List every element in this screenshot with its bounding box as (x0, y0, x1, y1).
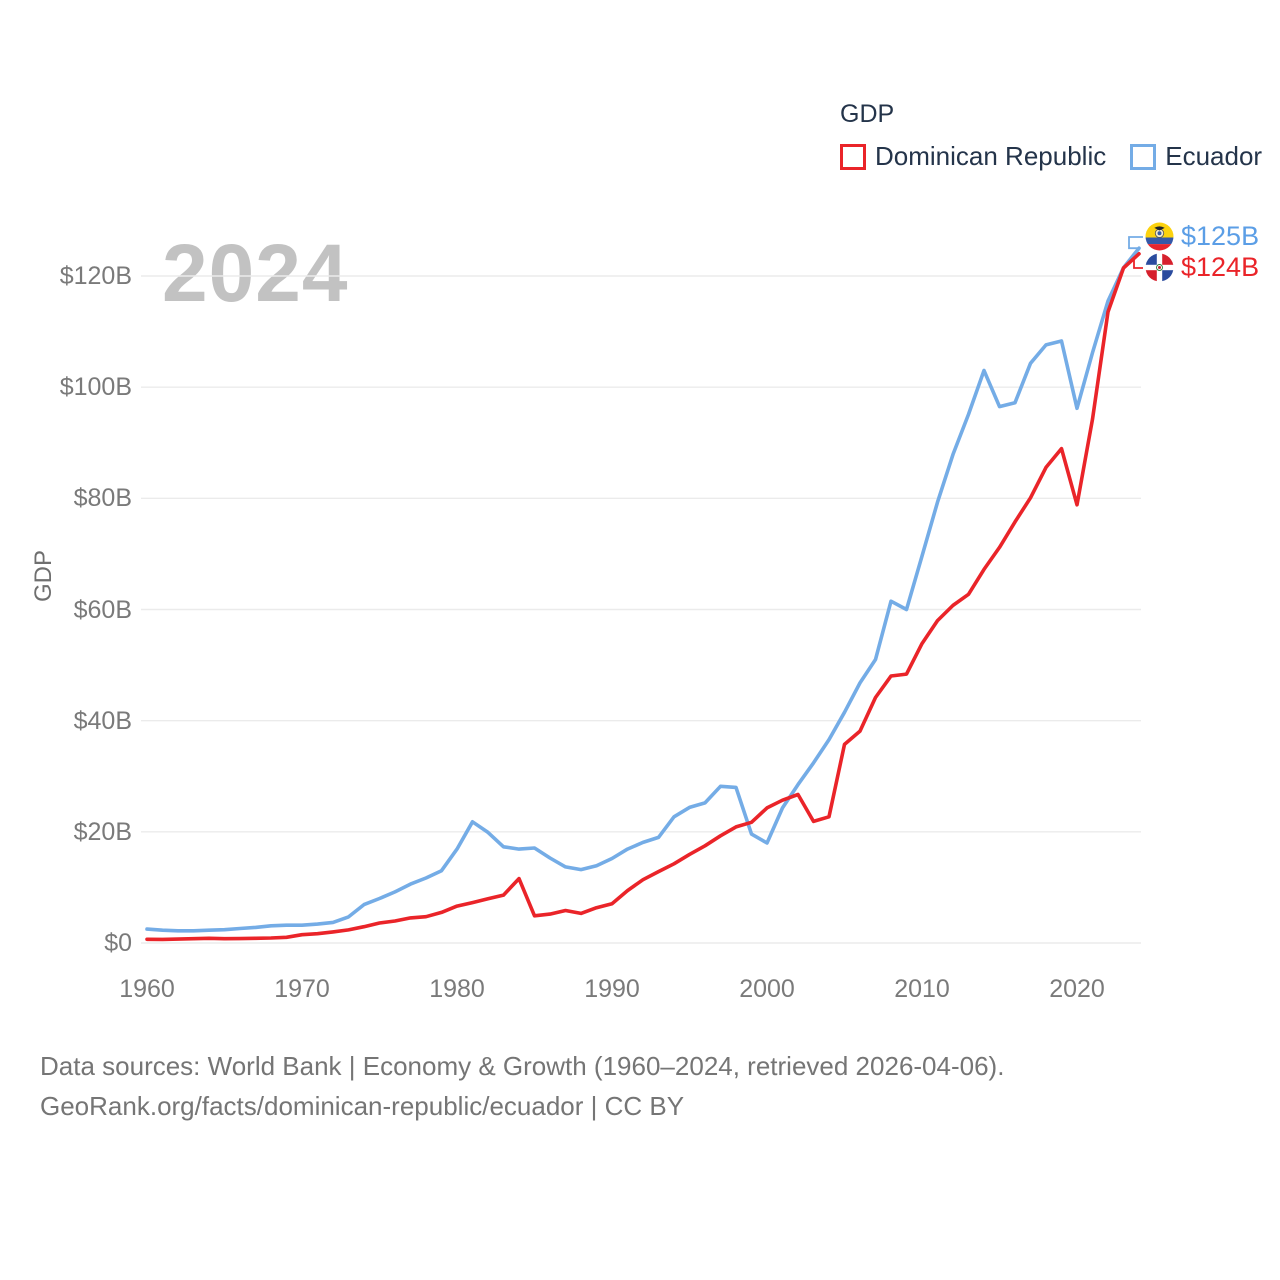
legend-label-ecuador: Ecuador (1165, 141, 1263, 171)
x-tick-label: 1970 (274, 975, 330, 1003)
legend: GDP Dominican Republic Ecuador (840, 99, 1262, 172)
legend-swatch-ecuador (1130, 143, 1157, 170)
dominican-republic-line[interactable] (145, 252, 1141, 942)
legend-swatch-dominican-republic (840, 143, 866, 170)
footer-attribution: Data sources: World Bank | Economy & Gro… (40, 1046, 1004, 1126)
footer-sources-line: Data sources: World Bank | Economy & Gro… (40, 1051, 1005, 1081)
end-value-dominican-republic: $124B (1181, 252, 1260, 282)
y-tick-label: $80B (73, 484, 132, 513)
legend-item-dominican-republic[interactable]: Dominican Republic (840, 141, 1106, 172)
end-label-dominican-republic: $124B (1145, 252, 1260, 282)
legend-item-ecuador[interactable]: Ecuador (1130, 141, 1262, 172)
legend-label-dominican-republic: Dominican Republic (875, 141, 1107, 171)
end-label-ecuador: $125B (1145, 221, 1260, 251)
ecuador-flag-icon (1145, 222, 1174, 251)
x-tick-label: 1990 (584, 975, 640, 1003)
x-tick-label: 2010 (894, 975, 950, 1003)
x-tick-label: 2000 (739, 975, 795, 1003)
x-tick-label: 2020 (1049, 975, 1105, 1003)
y-tick-label: $100B (59, 373, 132, 402)
x-tick-label: 1980 (429, 975, 485, 1003)
y-tick-label: $40B (73, 706, 132, 735)
ecuador-leader-line (1128, 236, 1143, 250)
end-value-ecuador: $125B (1181, 221, 1260, 251)
legend-title: GDP (840, 100, 895, 128)
y-tick-label: $20B (73, 817, 132, 846)
x-tick-label: 1960 (119, 975, 175, 1003)
y-tick-label: $120B (59, 262, 132, 290)
y-tick-label: $0 (104, 929, 132, 957)
legend-row: Dominican Republic Ecuador (840, 141, 1262, 172)
footer-url-line: GeoRank.org/facts/dominican-republic/ecu… (40, 1091, 685, 1121)
ecuador-line[interactable] (145, 246, 1141, 933)
year-watermark: 2024 (162, 228, 349, 319)
dominican-republic-flag-icon (1145, 253, 1174, 282)
y-tick-label: $60B (73, 595, 132, 624)
